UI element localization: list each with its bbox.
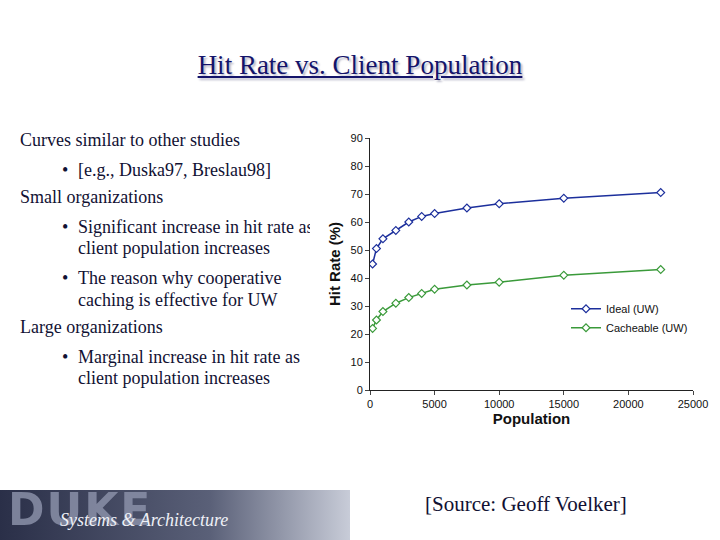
svg-text:10: 10 — [351, 356, 363, 368]
svg-text:0: 0 — [357, 384, 363, 396]
svg-text:25000: 25000 — [678, 398, 709, 410]
svg-text:60: 60 — [351, 216, 363, 228]
html-text:The reason why cooperative cac: The reason why cooperative caching is ef… — [78, 268, 282, 310]
svg-text:Hit Rate (%): Hit Rate (%) — [326, 222, 343, 306]
svg-text:Cacheable (UW): Cacheable (UW) — [606, 322, 687, 334]
svg-text:10000: 10000 — [484, 398, 515, 410]
svg-text:5000: 5000 — [422, 398, 446, 410]
html-text:Curves similar to other studie: Curves similar to other studies — [20, 130, 240, 150]
svg-text:Population: Population — [493, 410, 571, 427]
svg-text:15000: 15000 — [549, 398, 580, 410]
html-text:[e.g., Duska97, Breslau98]: [e.g., Duska97, Breslau98] — [78, 159, 271, 180]
html-text:Large organizations: Large organizations — [20, 317, 163, 338]
svg-text:20: 20 — [351, 328, 363, 340]
html-text:Marginal increase in hit rate: Marginal increase in hit rate as client … — [78, 346, 301, 389]
svg-text:30: 30 — [351, 300, 363, 312]
svg-text:90: 90 — [351, 132, 363, 144]
html-text:Small organizations: Small organizations — [20, 187, 164, 208]
html-text:[Source: Geoff Voelker]: [Source: Geoff Voelker] — [425, 492, 627, 516]
svg-text:50: 50 — [351, 244, 363, 256]
html-text:Hit Rate vs. Client Population: Hit Rate vs. Client Population — [197, 50, 523, 80]
svg-text:20000: 20000 — [613, 398, 644, 410]
svg-text:40: 40 — [351, 272, 363, 284]
html-text:Significant increase in hit ra: Significant increase in hit rate as clie… — [78, 216, 314, 259]
svg-text:0: 0 — [367, 398, 373, 410]
svg-text:Ideal (UW): Ideal (UW) — [606, 303, 659, 315]
html-text:Systems & Architecture: Systems & Architecture — [60, 510, 229, 530]
svg-text:70: 70 — [351, 188, 363, 200]
svg-text:80: 80 — [351, 160, 363, 172]
